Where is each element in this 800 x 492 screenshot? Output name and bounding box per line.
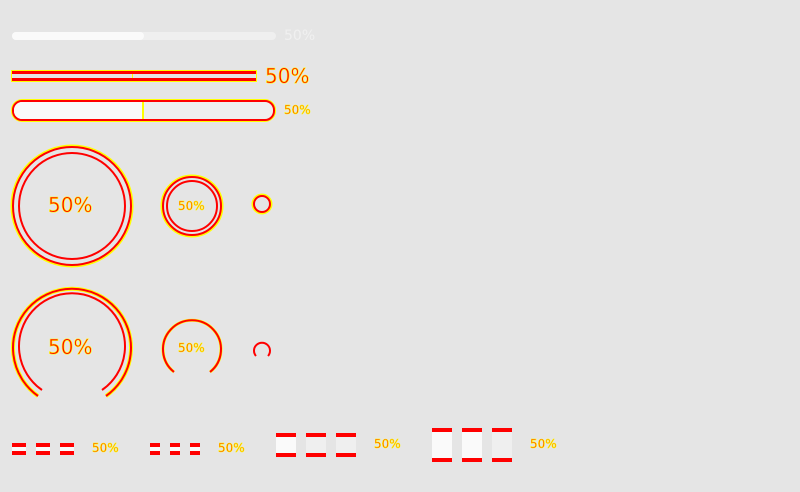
steps-label: 50% [92,441,119,455]
step-segment [492,428,512,462]
progress-label: 50% [284,103,311,117]
step-segment [150,443,160,455]
line-progress-default [12,32,276,40]
progress-fill [12,32,144,40]
step-segment [336,433,356,457]
progress-label: 50% [265,64,310,88]
step-segment [36,443,50,455]
dashboard-progress-small [253,341,271,357]
steps-label: 50% [218,441,245,455]
steps-label: 50% [374,437,401,451]
step-segment [60,443,74,455]
step-segment [12,443,26,455]
step-segment [306,433,326,457]
steps-label: 50% [530,437,557,451]
step-segment [276,433,296,457]
dashboard-label: 50% [178,341,205,355]
progress-label: 50% [284,28,316,44]
step-segment [170,443,180,455]
step-segment [432,428,452,462]
line-progress-outlined [11,70,257,82]
step-segment [462,428,482,462]
circle-label: 50% [178,199,205,213]
line-progress-rounded [12,100,275,121]
dashboard-label: 50% [48,335,93,359]
progress-fill [14,102,144,119]
circle-label: 50% [48,193,93,217]
step-segment [190,443,200,455]
